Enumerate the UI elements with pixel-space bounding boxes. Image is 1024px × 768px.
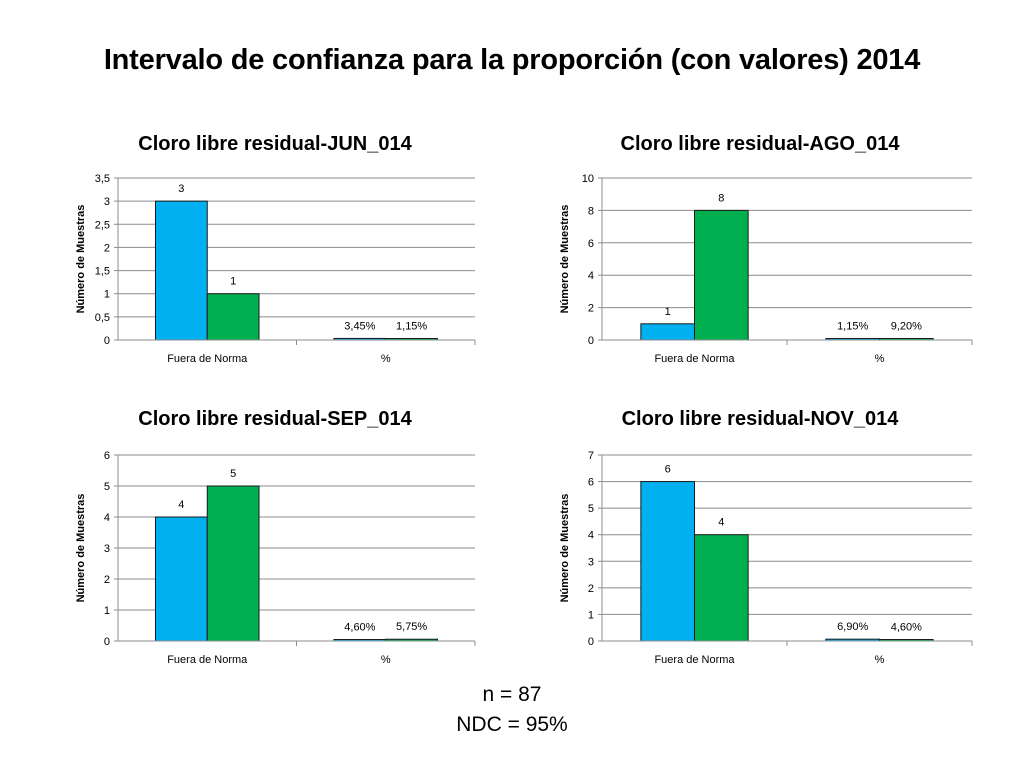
y-tick-label: 1 — [588, 609, 594, 621]
chart-title-nov: Cloro libre residual-NOV_014 — [621, 408, 899, 430]
y-tick-label: 0 — [104, 636, 110, 648]
data-label: 4,60% — [891, 622, 922, 634]
y-tick-label: 4 — [588, 270, 594, 282]
data-label: 1,15% — [837, 321, 868, 333]
data-label: 4,60% — [344, 622, 375, 634]
data-label: 5,75% — [396, 621, 427, 633]
y-axis-label: Número de Muestras — [75, 494, 87, 603]
data-label: 4 — [178, 499, 184, 511]
chart-sep-plot: 0 1 2 3 4 5 6 Número de Muestras Fuera de Norma 4… — [75, 450, 476, 666]
data-label: 4 — [718, 517, 724, 529]
data-label: 3,45% — [344, 320, 375, 332]
bar-series2-fuera-de-norma — [206, 293, 260, 341]
y-tick-label: 7 — [588, 450, 594, 462]
y-tick-label: 1,5 — [95, 266, 110, 278]
x-tick-label: % — [381, 654, 391, 666]
y-tick-label: 6 — [104, 450, 110, 462]
y-tick-label: 2 — [104, 574, 110, 586]
page-title: Intervalo de confianza para la proporció… — [103, 44, 921, 76]
bar-series1-fuera-de-norma — [640, 323, 695, 341]
sample-size-label: n = 87 — [482, 683, 542, 706]
chart-jun-plot: 0 0,5 1 1,5 2 2,5 3 3,5 Número de Muestras Fuera … — [75, 173, 476, 365]
data-label: 3 — [178, 183, 184, 195]
confidence-level-label: NDC = 95% — [456, 713, 568, 736]
y-tick-label: 2 — [588, 583, 594, 595]
bar-series2-fuera-de-norma — [694, 534, 749, 642]
chart-title-ago: Cloro libre residual-AGO_014 — [620, 133, 900, 155]
chart-jun: Cloro libre residual-JUN_014 0 0,5 1 1,5 2 2,… — [60, 128, 490, 373]
y-tick-label: 10 — [582, 173, 594, 185]
y-tick-label: 6 — [588, 238, 594, 250]
y-tick-label: 5 — [104, 481, 110, 493]
x-tick-label: Fuera de Norma — [167, 353, 248, 365]
y-tick-label: 3 — [104, 543, 110, 555]
chart-title-jun: Cloro libre residual-JUN_014 — [138, 133, 412, 155]
y-tick-label: 6 — [588, 477, 594, 489]
y-tick-label: 2 — [588, 303, 594, 315]
data-label: 1,15% — [396, 321, 427, 333]
y-tick-label: 8 — [588, 205, 594, 217]
chart-nov-plot: 0 1 2 3 4 5 6 7 Número de Muestras Fuera de Norma… — [559, 450, 973, 666]
y-tick-label: 3,5 — [95, 173, 110, 185]
x-tick-label: % — [875, 353, 885, 365]
x-tick-label: % — [875, 654, 885, 666]
x-tick-label: Fuera de Norma — [167, 654, 248, 666]
y-tick-label: 0 — [588, 636, 594, 648]
y-axis-label: Número de Muestras — [75, 205, 87, 314]
chart-title-sep: Cloro libre residual-SEP_014 — [138, 408, 412, 430]
data-label: 8 — [718, 192, 724, 204]
y-tick-label: 0,5 — [95, 312, 110, 324]
bar-series1-fuera-de-norma — [640, 481, 695, 642]
data-label: 6,90% — [837, 621, 868, 633]
data-label: 6 — [665, 464, 671, 476]
data-label: 1 — [230, 276, 236, 288]
bar-series2-fuera-de-norma — [206, 485, 260, 642]
bar-series2-fuera-de-norma — [694, 209, 749, 341]
y-tick-label: 5 — [588, 503, 594, 515]
y-tick-label: 0 — [104, 335, 110, 347]
y-tick-label: 4 — [588, 530, 594, 542]
y-tick-label: 1 — [104, 289, 110, 301]
y-tick-label: 1 — [104, 605, 110, 617]
x-tick-label: Fuera de Norma — [654, 353, 735, 365]
x-tick-label: Fuera de Norma — [654, 654, 735, 666]
y-tick-label: 3 — [588, 556, 594, 568]
y-tick-label: 0 — [588, 335, 594, 347]
y-tick-label: 2 — [104, 242, 110, 254]
data-label: 1 — [665, 306, 671, 318]
data-label: 5 — [230, 468, 236, 480]
y-axis-label: Número de Muestras — [559, 205, 571, 314]
chart-sep: Cloro libre residual-SEP_014 0 1 2 3 4 5 6 Núme… — [60, 403, 490, 673]
y-tick-label: 4 — [104, 512, 110, 524]
y-tick-label: 2,5 — [95, 219, 110, 231]
x-tick-label: % — [381, 353, 391, 365]
chart-ago: Cloro libre residual-AGO_014 0 2 4 6 8 10 Núme… — [545, 128, 975, 373]
chart-nov: Cloro libre residual-NOV_014 0 1 2 3 4 5 6 7 Núm… — [545, 403, 975, 673]
y-tick-label: 3 — [104, 196, 110, 208]
bar-series1-fuera-de-norma — [154, 516, 208, 642]
bar-series1-fuera-de-norma — [154, 200, 208, 341]
chart-ago-plot: 0 2 4 6 8 10 Número de Muestras Fuera de Norma 1… — [559, 173, 973, 365]
y-axis-label: Número de Muestras — [559, 494, 571, 603]
data-label: 9,20% — [891, 321, 922, 333]
